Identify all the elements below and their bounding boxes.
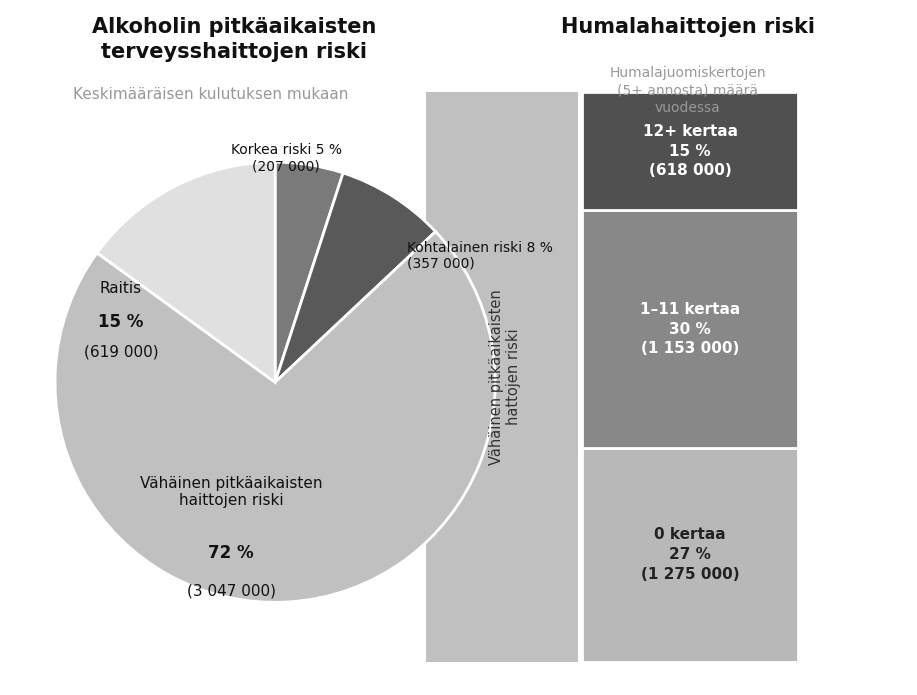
Text: Humalajuomiskertojen
(5+ annosta) määrä
vuodessa: Humalajuomiskertojen (5+ annosta) määrä … bbox=[610, 66, 766, 115]
Text: 0 kertaa
27 %
(1 275 000): 0 kertaa 27 % (1 275 000) bbox=[641, 528, 739, 582]
Text: 15 %: 15 % bbox=[98, 313, 144, 331]
Text: Korkea riski 5 %
(207 000): Korkea riski 5 % (207 000) bbox=[230, 143, 342, 173]
Wedge shape bbox=[275, 173, 436, 382]
Wedge shape bbox=[275, 162, 343, 382]
Text: Keskimääräisen kulutuksen mukaan: Keskimääräisen kulutuksen mukaan bbox=[73, 87, 348, 102]
Text: (619 000): (619 000) bbox=[83, 345, 159, 359]
Text: 1–11 kertaa
30 %
(1 153 000): 1–11 kertaa 30 % (1 153 000) bbox=[640, 302, 740, 357]
Bar bbox=[582, 448, 798, 662]
Wedge shape bbox=[55, 231, 495, 603]
Text: 72 %: 72 % bbox=[208, 543, 254, 562]
Text: Humalahaittojen riski: Humalahaittojen riski bbox=[561, 17, 814, 38]
Text: Raitis: Raitis bbox=[100, 281, 142, 296]
Text: 12+ kertaa
15 %
(618 000): 12+ kertaa 15 % (618 000) bbox=[643, 124, 737, 179]
Bar bbox=[582, 211, 798, 448]
Text: Kohtalainen riski 8 %
(357 000): Kohtalainen riski 8 % (357 000) bbox=[407, 240, 553, 271]
Wedge shape bbox=[97, 162, 275, 382]
Bar bbox=[582, 92, 798, 211]
Text: Vähäinen pitkäaikaisten
haittojen riski: Vähäinen pitkäaikaisten haittojen riski bbox=[139, 476, 323, 509]
Text: Vähäinen pitkäaikaisten
hattojen riski: Vähäinen pitkäaikaisten hattojen riski bbox=[489, 289, 521, 464]
Text: Alkoholin pitkäaikaisten
terveysshaittojen riski: Alkoholin pitkäaikaisten terveysshaittoj… bbox=[92, 17, 376, 62]
Text: (3 047 000): (3 047 000) bbox=[186, 584, 276, 599]
